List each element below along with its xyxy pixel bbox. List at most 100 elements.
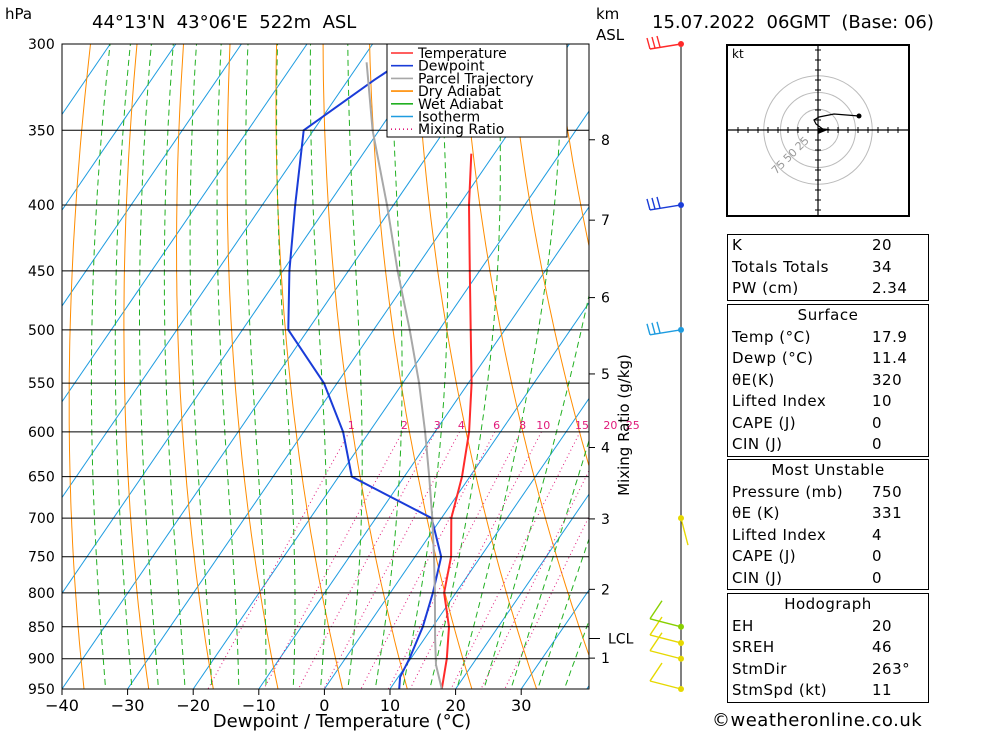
k-index-row: K 20 [732,236,893,254]
series-parcel-trajectory [365,62,443,689]
mixing-ratio-axis-title: Mixing Ratio (g/kg) [615,354,633,496]
mixing-ratio-line [450,431,581,689]
storm-speed-row: StmSpd (kt) 11 [732,681,893,699]
legend-label: Dewpoint [418,59,485,75]
asl-unit-label: ASL [596,26,625,44]
mixing-ratio-label: 20 [603,419,617,432]
dry-adiabat-line [508,44,589,468]
wet-adiabat-line [309,44,328,689]
pressure-tick-label: 850 [28,620,55,636]
legend-label: Temperature [417,46,507,62]
wind-barb [646,321,682,336]
dry-adiabat-line [322,44,408,689]
x-tick-label: 30 [511,696,531,715]
dry-adiabat-line [369,44,473,689]
wet-adiabat-line [510,439,589,689]
legend-label: Parcel Trajectory [418,71,534,87]
isotherm-line [62,44,111,116]
x-tick-label: 0 [319,696,329,715]
legend-label: Wet Adiabat [418,97,504,113]
mixing-ratio-label: 10 [536,419,550,432]
profile-lines [287,44,473,689]
wind-profile [646,35,689,692]
isotherm-line [389,397,589,689]
surface-cin-row: CIN (J) 0 [732,435,883,453]
wet-adiabat-line [402,44,449,689]
datetime-title: 15.07.2022 06GMT (Base: 06) [652,12,934,33]
surface-dewp-row: Dewp (°C) 11.4 [732,349,908,367]
storm-direction-row: StmDir 263° [732,659,911,678]
copyright-link[interactable]: ©weatheronline.co.uk [712,710,923,731]
km-tick-label: 1 [601,651,610,667]
pressure-tick-label: 350 [28,123,55,139]
km-tick-label: 2 [601,582,610,598]
dry-adiabat-line [462,44,589,657]
isotherm-line [62,44,242,307]
mixing-ratio-label: 15 [575,419,589,432]
mixing-ratio-label: 3 [434,419,441,432]
most-unstable-table: Most Unstable Pressure (mb) 750 θE (K) 331… [727,459,929,590]
isotherm-line [62,44,439,595]
surface-temp-row: Temp (°C) 17.9 [732,327,908,346]
isotherm-line [62,44,177,212]
x-tick-label: −30 [111,696,145,715]
mu-lifted-index-row: Lifted Index 4 [732,525,883,544]
mu-cape-row: CAPE (J) 0 [732,547,883,565]
mixing-ratio-line [409,431,542,689]
mixing-ratio-label: 8 [519,419,526,432]
mixing-ratio-label: 4 [458,419,465,432]
hodograph-table: Hodograph EH 20 SREH 46 StmDir 263° StmSpd … [727,593,929,703]
pressure-tick-label: 450 [28,264,55,280]
hodograph-storm-marker [818,128,830,134]
dry-adiabat-line [175,44,214,689]
x-tick-label: 10 [380,696,400,715]
x-axis-title: Dewpoint / Temperature (°C) [213,711,471,732]
dry-adiabat-line [555,44,589,249]
wet-adiabat-line [347,44,363,689]
hodograph-trace [813,113,860,131]
mixing-ratio-label: 25 [626,419,640,432]
hodograph-unit: kt [732,47,744,61]
surface-thetae-row: θE(K) 320 [732,370,903,389]
isotherm-line [62,44,374,499]
dry-adiabat-line [928,44,1000,689]
wind-barb [649,662,682,690]
pressure-tick-label: 900 [28,652,55,668]
location-title: 44°13'N 43°06'E 522m ASL [92,12,356,33]
surface-title: Surface [797,306,859,324]
pressure-tick-label: 800 [28,586,55,602]
isotherm-line [323,301,589,689]
mixing-ratio-line [207,431,350,689]
wet-adiabat-line [245,44,267,689]
pressure-tick-label: 950 [28,682,55,698]
background-lines [62,44,1000,689]
dry-adiabat-line [415,44,538,689]
wet-adiabat-line [429,44,501,689]
surface-table: Surface Temp (°C) 17.9 Dewp (°C) 11.4 θE(K… [727,304,929,457]
mixing-ratio-label: 1 [348,419,355,432]
totals-totals-row: Totals Totals 34 [732,257,893,276]
wind-barb [646,196,682,211]
km-tick-label: 4 [601,440,610,456]
x-tick-label: −10 [242,696,276,715]
isotherm-line [258,206,589,689]
dry-adiabat-line [974,44,1000,689]
dry-adiabat-line [275,44,344,689]
pressure-tick-label: 550 [28,376,55,392]
pressure-tick-label: 600 [28,425,55,441]
legend-label: Isotherm [418,110,480,126]
mixing-ratio-line [297,431,436,689]
wind-barb [646,35,682,50]
wet-adiabat-line [90,44,111,689]
wet-adiabat-line [374,44,403,689]
x-tick-label: −40 [45,696,79,715]
lcl-label: LCL [608,631,634,647]
pressure-tick-label: 650 [28,470,55,486]
pressure-tick-label: 700 [28,511,55,527]
km-tick-label: 7 [601,213,610,229]
x-tick-label: 20 [445,696,465,715]
mu-pressure-row: Pressure (mb) 750 [732,482,903,501]
wet-adiabat-line [537,537,589,689]
mixing-ratio-label: 6 [493,419,500,432]
